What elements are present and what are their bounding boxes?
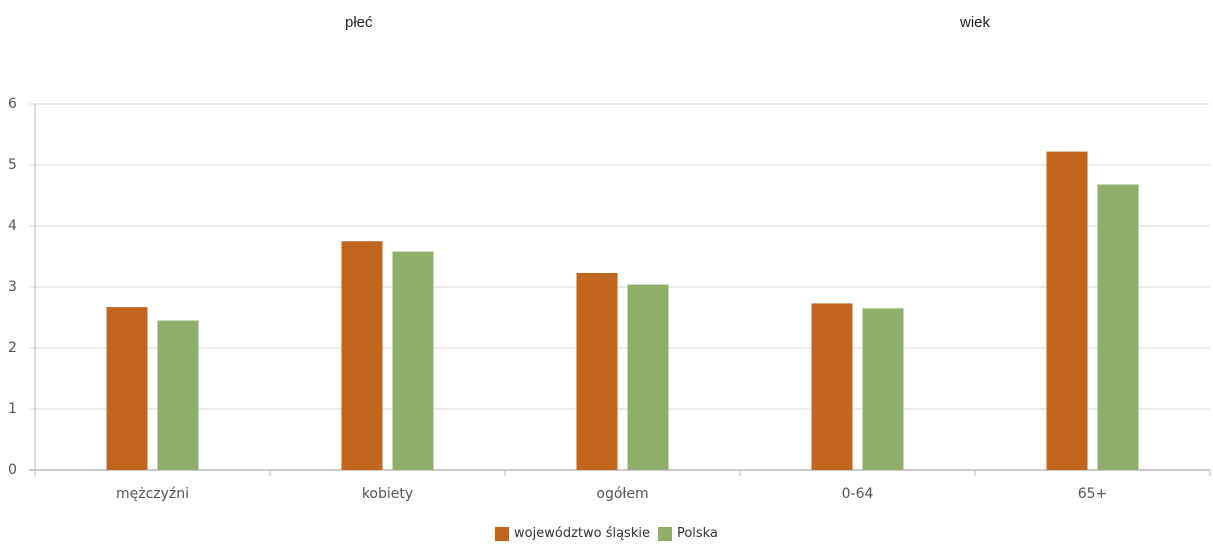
legend-item-slaskie[interactable]: województwo śląskie [495, 526, 650, 541]
legend-label-polska: Polska [676, 526, 718, 541]
gridlines [29, 103, 1210, 471]
x-category-label: kobiety [362, 486, 413, 502]
bar-polska[interactable] [157, 320, 199, 470]
legend: województwo śląskie Polska [0, 526, 1213, 541]
group-header-age: wiek [960, 14, 991, 31]
bar-slaskie[interactable] [576, 272, 618, 470]
x-category-label: 0-64 [842, 486, 874, 502]
legend-swatch-polska [657, 526, 672, 541]
y-axis-ticks: 0 1 2 3 4 5 6 [8, 96, 17, 478]
bar-slaskie[interactable] [1046, 151, 1088, 470]
bar-chart: 0 1 2 3 4 5 6 mężczyźni kobiety ogółem 0-64 65+ [8, 96, 1211, 502]
bars [106, 151, 1139, 470]
bar-polska[interactable] [392, 251, 434, 470]
y-tick-label: 3 [8, 279, 17, 295]
x-axis: mężczyźni kobiety ogółem 0-64 65+ [34, 470, 1211, 502]
bar-polska[interactable] [627, 284, 669, 470]
bar-polska[interactable] [1097, 184, 1139, 470]
y-tick-label: 4 [8, 218, 17, 234]
legend-item-polska[interactable]: Polska [657, 526, 718, 541]
x-category-label: 65+ [1078, 486, 1108, 502]
legend-label-slaskie: województwo śląskie [514, 526, 650, 541]
y-tick-label: 2 [8, 340, 17, 356]
bar-slaskie[interactable] [811, 303, 853, 470]
y-tick-label: 6 [8, 96, 17, 112]
bar-slaskie[interactable] [106, 307, 148, 470]
y-tick-label: 0 [8, 462, 17, 478]
bar-slaskie[interactable] [341, 241, 383, 470]
x-category-label: mężczyźni [116, 486, 189, 502]
y-tick-label: 1 [8, 401, 17, 417]
y-tick-label: 5 [8, 157, 17, 173]
legend-swatch-slaskie [495, 526, 510, 541]
x-category-label: ogółem [596, 486, 648, 502]
bar-polska[interactable] [862, 308, 904, 470]
group-header-gender: płeć [345, 14, 373, 31]
